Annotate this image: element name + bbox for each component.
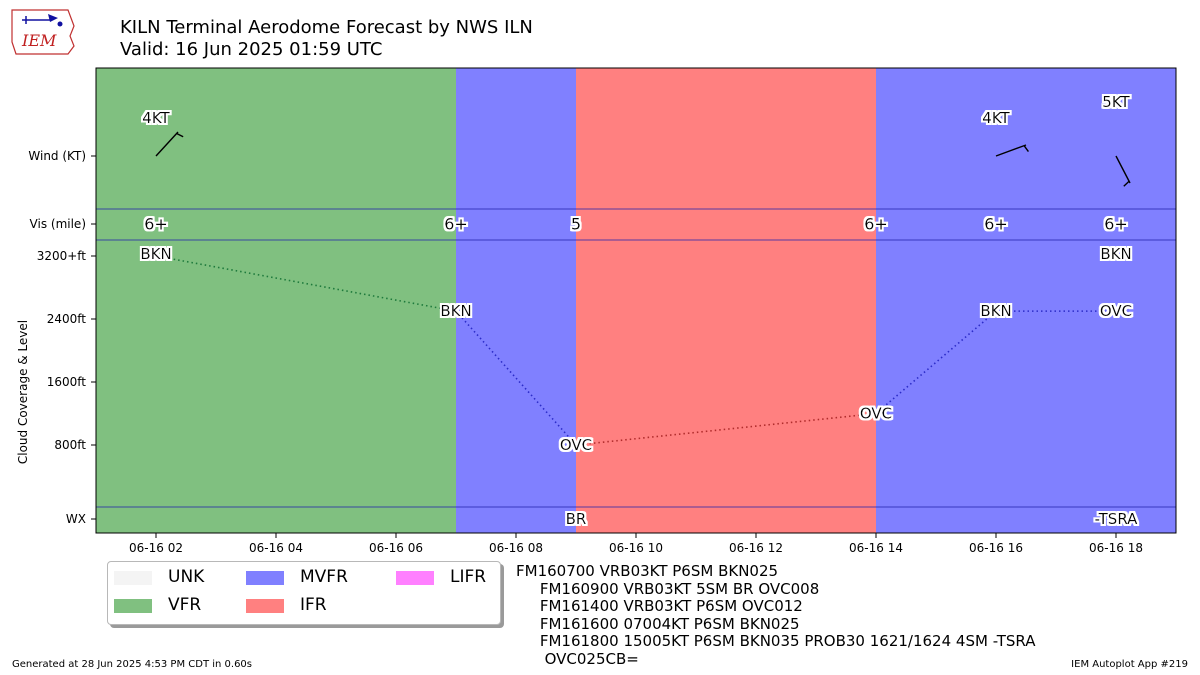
logo-text: IEM [21,31,57,50]
visibility-label: 6+ [864,215,888,234]
taf-line: FM160700 VRB03KT P6SM BKN025 [516,562,779,580]
cloud-label: BKN [980,302,1011,320]
x-tick-label: 06-16 08 [489,541,543,555]
wind-barb-shaft [155,131,179,157]
taf-line: FM161600 07004KT P6SM BKN025 [516,614,800,633]
cloud-tick-label: 2400ft [47,312,87,326]
visibility-label: 6+ [1104,215,1128,234]
wind-speed-label: 5KT [1102,93,1130,111]
row-label: Wind (KT) [28,149,86,163]
wind-barb-flag [1123,180,1130,187]
legend-swatch [246,571,284,585]
weather-label: BR [566,510,587,528]
legend-swatch [114,599,152,613]
x-tick-label: 06-16 06 [369,541,423,555]
cloud-label: OVC [1100,302,1132,320]
wind-barb-shaft [995,144,1027,157]
wind-speed-label: 4KT [982,109,1010,127]
band-mvfr [876,68,1176,533]
chart-subtitle: Valid: 16 Jun 2025 01:59 UTC [120,39,383,60]
taf-line: FM160900 VRB03KT 5SM BR OVC008 [516,579,820,598]
cloud-tick-label: 800ft [54,438,86,452]
footer-app-id: IEM Autoplot App #219 [1071,659,1188,670]
row-label: Vis (mile) [30,217,86,231]
cloud-tick-label: 3200+ft [37,249,87,263]
visibility-label: 5 [571,215,581,234]
legend-label: LIFR [450,567,487,587]
chart-title: KILN Terminal Aerodome Forecast by NWS I… [120,17,533,38]
cloud-label: OVC [860,405,892,423]
legend-label: IFR [300,595,327,615]
cloud-label: OVC [560,436,592,454]
cloud-tick-label: 1600ft [47,375,87,389]
cloud-link [575,412,877,446]
cloud-link [155,255,457,312]
row-label: WX [66,512,86,526]
cloud-link [875,310,997,415]
taf-line: OVC025CB= [516,649,639,668]
x-tick-label: 06-16 02 [129,541,183,555]
cloud-label-extra: BKN [1100,245,1131,263]
x-tick-label: 06-16 04 [249,541,303,555]
legend-label: VFR [168,595,202,615]
cloud-link [455,310,577,446]
x-tick-label: 06-16 18 [1089,541,1143,555]
legend: UNK MVFR LIFR VFR IFR [107,561,501,625]
band-vfr [96,68,456,533]
y-axis-label: Cloud Coverage & Level [16,320,30,464]
cloud-label: BKN [140,245,171,263]
visibility-label: 6+ [444,215,468,234]
legend-label: UNK [168,567,205,587]
visibility-label: 6+ [984,215,1008,234]
visibility-label: 6+ [144,215,168,234]
taf-line: FM161400 VRB03KT P6SM OVC012 [516,597,803,616]
taf-line: FM161800 15005KT P6SM BKN035 PROB30 1621… [516,632,1036,651]
wind-barb-flag [1023,145,1029,152]
weather-label: -TSRA [1095,510,1139,528]
iem-logo: IEM [11,9,75,55]
legend-swatch [246,599,284,613]
cloud-label: BKN [440,302,471,320]
wind-speed-label: 4KT [142,109,170,127]
band-mvfr [456,68,576,533]
wind-barb-shaft [1115,155,1131,184]
taf-text: FM160700 VRB03KT P6SM BKN025 FM160900 VR… [516,562,1036,669]
band-ifr [576,68,876,533]
footer-generated: Generated at 28 Jun 2025 4:53 PM CDT in … [12,659,253,670]
x-tick-label: 06-16 12 [729,541,783,555]
x-tick-label: 06-16 10 [609,541,663,555]
legend-swatch [396,571,434,585]
legend-label: MVFR [300,567,348,587]
wind-barb-flag [176,132,184,138]
x-tick-label: 06-16 16 [969,541,1023,555]
legend-swatch [114,571,152,585]
x-tick-label: 06-16 14 [849,541,903,555]
